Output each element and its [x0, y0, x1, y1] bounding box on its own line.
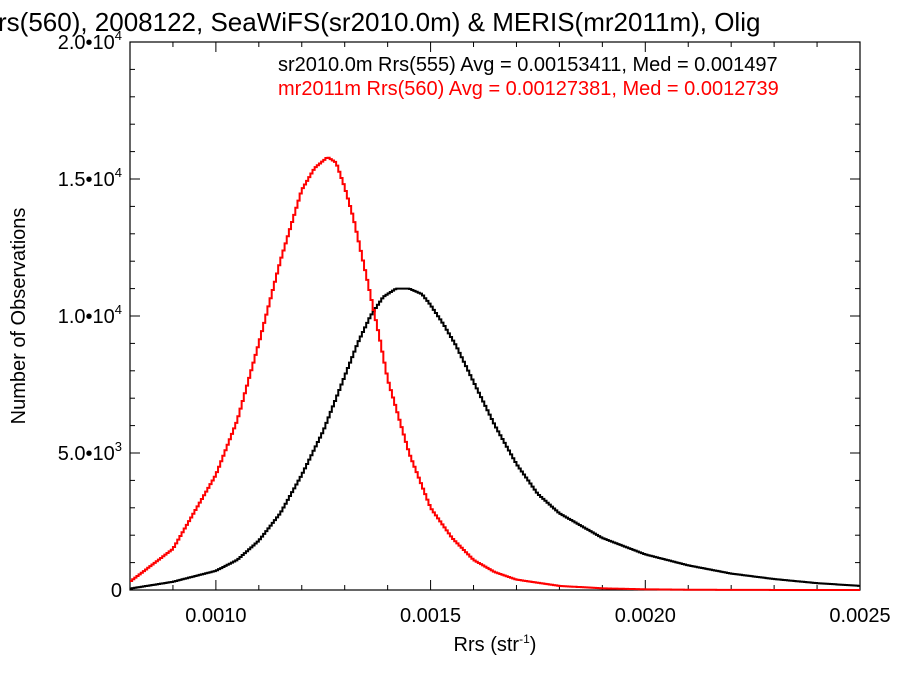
- y-axis: 0 5.0•103 1.0•104 1.5•104 2.0•104: [58, 28, 860, 602]
- y-tick-label: 2.0•104: [58, 28, 122, 54]
- x-tick-label: 0.0010: [185, 605, 246, 627]
- legend-entry-black: sr2010.0m Rrs(555) Avg = 0.00153411, Med…: [278, 54, 778, 76]
- x-tick-label: 0.0015: [400, 605, 461, 627]
- chart-title: rs(560), 2008122, SeaWiFS(sr2010.0m) & M…: [0, 7, 760, 37]
- legend-entry-red: mr2011m Rrs(560) Avg = 0.00127381, Med =…: [278, 78, 779, 100]
- y-tick-label: 1.0•104: [58, 302, 122, 328]
- y-axis-label: Number of Observations: [8, 208, 30, 425]
- y-tick-label: 0: [111, 580, 122, 602]
- y-tick-label: 5.0•103: [58, 439, 122, 465]
- x-axis: 0.0010 0.0015 0.0020 0.0025: [172, 42, 891, 627]
- series-line-1: [130, 156, 860, 591]
- series-line-0: [130, 287, 860, 590]
- x-tick-label: 0.0025: [829, 605, 890, 627]
- x-axis-label: Rrs (str-1): [454, 632, 537, 656]
- x-tick-label: 0.0020: [615, 605, 676, 627]
- y-tick-label: 1.5•104: [58, 165, 122, 191]
- series-layer: [130, 156, 860, 591]
- plot-frame: [129, 41, 861, 591]
